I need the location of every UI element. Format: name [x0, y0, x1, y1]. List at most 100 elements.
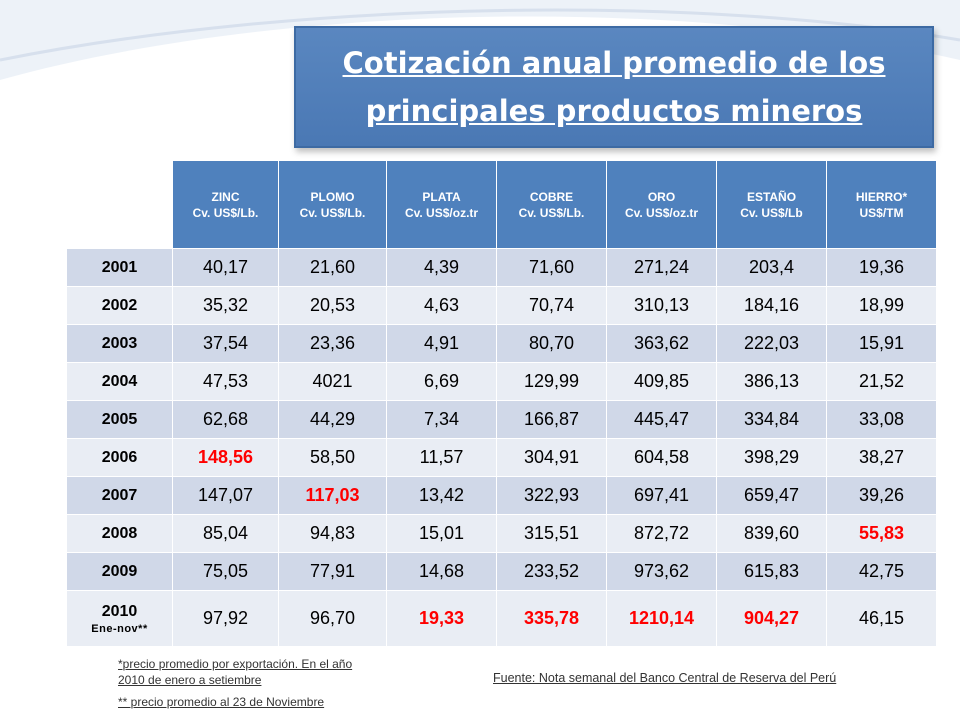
value-cell: 4,91 [386, 324, 497, 363]
value-cell: 310,13 [606, 286, 717, 325]
source-note: Fuente: Nota semanal del Banco Central d… [493, 671, 837, 685]
value-cell: 23,36 [278, 324, 387, 363]
year-cell: 2004 [66, 362, 173, 401]
year-cell: 2003 [66, 324, 173, 363]
value-cell: 363,62 [606, 324, 717, 363]
value-cell: 44,29 [278, 400, 387, 439]
value-cell: 46,15 [826, 590, 937, 647]
value-cell: 872,72 [606, 514, 717, 553]
table-row: 2008 85,04 94,83 15,01 315,51 872,72 839… [66, 514, 937, 553]
value-cell: 58,50 [278, 438, 387, 477]
column-header: ORO Cv. US$/oz.tr [606, 160, 717, 249]
year-sublabel: Ene-nov** [91, 622, 148, 635]
table-header-row: ZINC Cv. US$/Lb. PLOMO Cv. US$/Lb. PLATA Cv… [66, 160, 937, 249]
value-cell: 615,83 [716, 552, 827, 591]
year-cell: 2005 [66, 400, 173, 439]
value-cell: 839,60 [716, 514, 827, 553]
year-cell: 2001 [66, 248, 173, 287]
value-cell: 6,69 [386, 362, 497, 401]
value-cell-highlighted: 117,03 [278, 476, 387, 515]
value-cell: 33,08 [826, 400, 937, 439]
value-cell: 184,16 [716, 286, 827, 325]
value-cell: 129,99 [496, 362, 607, 401]
value-cell: 7,34 [386, 400, 497, 439]
value-cell-highlighted: 1210,14 [606, 590, 717, 647]
value-cell: 15,91 [826, 324, 937, 363]
value-cell: 85,04 [172, 514, 279, 553]
table-row: 2003 37,54 23,36 4,91 80,70 363,62 222,0… [66, 324, 937, 363]
value-cell-highlighted: 148,56 [172, 438, 279, 477]
column-header: PLATA Cv. US$/oz.tr [386, 160, 497, 249]
value-cell: 80,70 [496, 324, 607, 363]
slide-title: Cotización anual promedio de los princip… [294, 26, 934, 148]
value-cell: 38,27 [826, 438, 937, 477]
value-cell: 97,92 [172, 590, 279, 647]
table-row: 2002 35,32 20,53 4,63 70,74 310,13 184,1… [66, 286, 937, 325]
value-cell: 233,52 [496, 552, 607, 591]
value-cell: 445,47 [606, 400, 717, 439]
table-row: 2006 148,56 58,50 11,57 304,91 604,58 39… [66, 438, 937, 477]
value-cell: 96,70 [278, 590, 387, 647]
value-cell: 77,91 [278, 552, 387, 591]
column-header: HIERRO* US$/TM [826, 160, 937, 249]
value-cell: 14,68 [386, 552, 497, 591]
year-label: 2010 [101, 602, 138, 620]
value-cell: 697,41 [606, 476, 717, 515]
title-line-2: principales productos mineros [365, 94, 863, 128]
table-row: 2004 47,53 4021 6,69 129,99 409,85 386,1… [66, 362, 937, 401]
value-cell: 304,91 [496, 438, 607, 477]
value-cell: 21,52 [826, 362, 937, 401]
value-cell: 398,29 [716, 438, 827, 477]
value-cell: 322,93 [496, 476, 607, 515]
value-cell: 20,53 [278, 286, 387, 325]
year-cell: 2007 [66, 476, 173, 515]
footnote-november-price: ** precio promedio al 23 de Noviembre [118, 695, 325, 709]
value-cell: 39,26 [826, 476, 937, 515]
value-cell: 35,32 [172, 286, 279, 325]
value-cell: 11,57 [386, 438, 497, 477]
column-header: COBRE Cv. US$/Lb. [496, 160, 607, 249]
value-cell-highlighted: 19,33 [386, 590, 497, 647]
value-cell: 37,54 [172, 324, 279, 363]
value-cell: 75,05 [172, 552, 279, 591]
column-header: PLOMO Cv. US$/Lb. [278, 160, 387, 249]
table-row: 2007 147,07 117,03 13,42 322,93 697,41 6… [66, 476, 937, 515]
table-corner-cell [66, 160, 173, 249]
value-cell: 203,4 [716, 248, 827, 287]
title-line-1: Cotización anual promedio de los [342, 46, 886, 80]
value-cell: 4021 [278, 362, 387, 401]
value-cell: 71,60 [496, 248, 607, 287]
footnote-export-price: *precio promedio por exportación. En el … [118, 657, 353, 687]
value-cell: 659,47 [716, 476, 827, 515]
column-header: ESTAÑO Cv. US$/Lb [716, 160, 827, 249]
column-header: ZINC Cv. US$/Lb. [172, 160, 279, 249]
value-cell-highlighted: 335,78 [496, 590, 607, 647]
value-cell: 15,01 [386, 514, 497, 553]
value-cell: 4,39 [386, 248, 497, 287]
year-cell: 2008 [66, 514, 173, 553]
year-cell: 2010 Ene-nov** [66, 590, 173, 647]
mineral-prices-table: ZINC Cv. US$/Lb. PLOMO Cv. US$/Lb. PLATA Cv… [66, 160, 937, 647]
value-cell: 42,75 [826, 552, 937, 591]
year-cell: 2002 [66, 286, 173, 325]
value-cell: 604,58 [606, 438, 717, 477]
value-cell: 271,24 [606, 248, 717, 287]
value-cell: 166,87 [496, 400, 607, 439]
table-row: 2010 Ene-nov** 97,92 96,70 19,33 335,78 … [66, 590, 937, 647]
value-cell: 222,03 [716, 324, 827, 363]
year-cell: 2009 [66, 552, 173, 591]
table-row: 2001 40,17 21,60 4,39 71,60 271,24 203,4… [66, 248, 937, 287]
value-cell: 4,63 [386, 286, 497, 325]
table-row: 2005 62,68 44,29 7,34 166,87 445,47 334,… [66, 400, 937, 439]
table-row: 2009 75,05 77,91 14,68 233,52 973,62 615… [66, 552, 937, 591]
value-cell: 973,62 [606, 552, 717, 591]
value-cell: 147,07 [172, 476, 279, 515]
value-cell-highlighted: 904,27 [716, 590, 827, 647]
value-cell: 47,53 [172, 362, 279, 401]
value-cell: 386,13 [716, 362, 827, 401]
value-cell: 19,36 [826, 248, 937, 287]
value-cell: 334,84 [716, 400, 827, 439]
value-cell: 94,83 [278, 514, 387, 553]
value-cell: 70,74 [496, 286, 607, 325]
year-cell: 2006 [66, 438, 173, 477]
